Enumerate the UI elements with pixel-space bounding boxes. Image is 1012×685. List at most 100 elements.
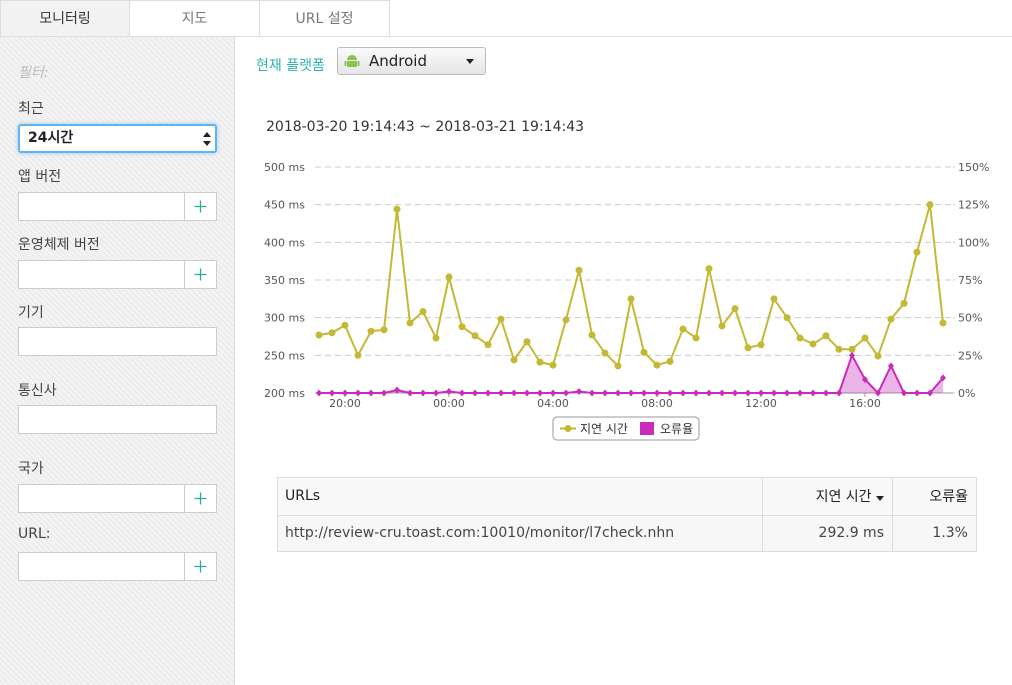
filter-input[interactable] (18, 327, 217, 356)
column-header[interactable]: 지연 시간 (762, 478, 893, 515)
legend-box (552, 416, 700, 441)
data-point (316, 389, 322, 397)
platform-value: Android (369, 52, 427, 70)
data-point (614, 362, 622, 370)
data-point (732, 389, 738, 397)
data-point (771, 389, 777, 397)
filter-input[interactable] (18, 484, 217, 513)
data-point (328, 329, 336, 337)
series-line (318, 204, 944, 368)
data-point (679, 325, 687, 333)
data-point (407, 389, 413, 397)
data-point (731, 305, 739, 313)
data-point (562, 316, 570, 324)
data-point (926, 201, 934, 209)
data-point (757, 341, 765, 349)
tab-divider (0, 36, 1012, 37)
x-tick-label: 04:00 (537, 397, 569, 410)
select-value: 24시간 (28, 130, 74, 146)
legend-swatch (564, 425, 572, 432)
android-icon (344, 55, 360, 67)
filter-title: 필터: (18, 65, 49, 81)
tab[interactable]: 모니터링 (0, 0, 130, 36)
data-point (588, 331, 596, 339)
select-arrows (203, 132, 211, 146)
data-point (940, 374, 946, 382)
data-point (589, 389, 595, 397)
filter-input[interactable] (18, 260, 217, 289)
data-point (913, 248, 921, 256)
data-point (667, 389, 673, 397)
add-button[interactable] (184, 193, 216, 220)
data-point (835, 345, 843, 353)
latency-cell: 292.9 ms (762, 515, 893, 551)
data-point (784, 389, 790, 397)
x-tick-label: 20:00 (329, 397, 361, 410)
data-point (797, 389, 803, 397)
data-point (445, 273, 453, 281)
data-point (770, 295, 778, 303)
data-point (758, 389, 764, 397)
data-point (719, 389, 725, 397)
column-header-text: 지연 시간 (815, 489, 872, 506)
data-point (680, 389, 686, 397)
data-point (393, 205, 401, 213)
data-point (484, 341, 492, 349)
filter-input[interactable] (18, 552, 217, 581)
add-button[interactable] (184, 261, 216, 288)
data-point (796, 334, 804, 342)
data-point (420, 389, 426, 397)
data-point (692, 334, 700, 342)
data-point (914, 389, 920, 397)
data-point (536, 358, 544, 366)
url-cell[interactable]: http://review-cru.toast.com:10010/monito… (285, 525, 675, 542)
data-point (718, 322, 726, 330)
data-point (381, 389, 387, 397)
data-point (563, 389, 569, 397)
add-button[interactable] (184, 485, 216, 512)
data-point (524, 389, 530, 397)
data-point (848, 345, 856, 353)
data-point (341, 321, 349, 329)
filter-label: 기기 (18, 305, 44, 321)
filter-label: 최근 (18, 101, 44, 117)
column-header[interactable]: 오류율 (892, 478, 976, 515)
y2-tick-label: 25% (958, 349, 982, 362)
y-tick-label: 400 ms (264, 236, 305, 249)
data-point (315, 331, 323, 339)
data-point (380, 326, 388, 334)
data-point (498, 389, 504, 397)
data-point (394, 386, 400, 394)
data-point (523, 338, 531, 346)
data-point (627, 295, 635, 303)
data-point (783, 314, 791, 322)
data-point (849, 351, 855, 359)
sort-caret (876, 496, 884, 502)
y-tick-label: 300 ms (264, 312, 305, 325)
platform-dropdown[interactable]: Android (337, 47, 486, 75)
data-point (329, 389, 335, 397)
data-point (861, 334, 869, 342)
data-point (601, 349, 609, 357)
data-point (693, 389, 699, 397)
y-tick-label: 200 ms (264, 387, 305, 400)
data-point (640, 348, 648, 356)
tab[interactable]: 지도 (129, 0, 260, 36)
data-point (887, 315, 895, 323)
add-button[interactable] (184, 553, 216, 580)
data-point (549, 361, 557, 369)
chart-title: 2018-03-20 19:14:43 ~ 2018-03-21 19:14:4… (266, 119, 584, 135)
data-point (471, 332, 479, 340)
filter-input[interactable] (18, 192, 217, 221)
y2-tick-label: 150% (958, 161, 989, 174)
tab[interactable]: URL 설정 (259, 0, 390, 36)
y-tick-label: 250 ms (264, 349, 305, 362)
filter-input[interactable] (18, 405, 217, 434)
data-point (862, 375, 868, 383)
data-point (446, 387, 452, 395)
data-point (355, 389, 361, 397)
data-point (927, 389, 933, 397)
period-select[interactable]: 24시간 (18, 124, 217, 153)
data-point (354, 351, 362, 359)
